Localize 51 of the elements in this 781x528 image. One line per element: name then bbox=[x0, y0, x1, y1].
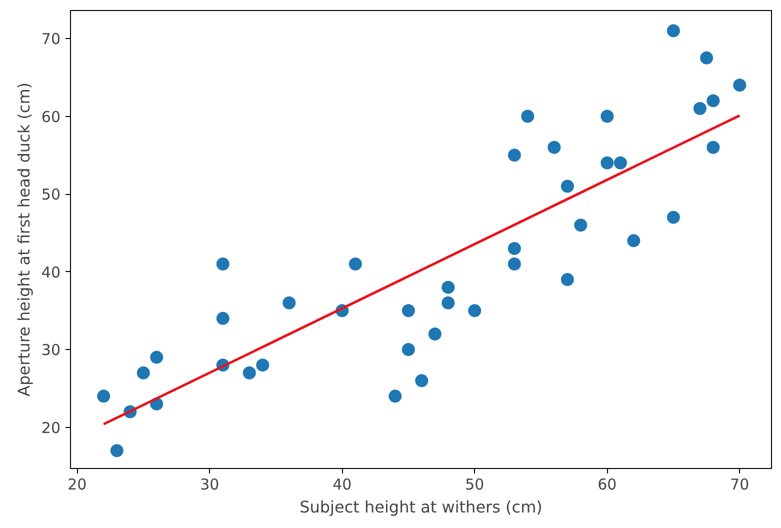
point bbox=[150, 350, 164, 364]
point bbox=[256, 358, 270, 372]
point bbox=[508, 148, 521, 162]
point bbox=[574, 218, 588, 232]
point bbox=[733, 78, 746, 92]
point bbox=[706, 140, 720, 154]
point bbox=[402, 304, 415, 318]
x-axis-title: Subject height at withers (cm) bbox=[300, 498, 542, 516]
point bbox=[627, 234, 640, 248]
point bbox=[600, 156, 614, 170]
point bbox=[216, 258, 230, 270]
y-tick-label: 60 bbox=[41, 108, 61, 126]
point bbox=[560, 180, 574, 193]
point bbox=[508, 258, 521, 270]
y-tick-label: 50 bbox=[41, 186, 61, 204]
point bbox=[508, 242, 521, 255]
point bbox=[521, 110, 534, 123]
point bbox=[110, 444, 124, 458]
point bbox=[706, 94, 720, 108]
y-tick-label: 70 bbox=[41, 30, 61, 48]
point bbox=[428, 327, 442, 340]
point bbox=[97, 390, 110, 403]
point bbox=[666, 210, 680, 224]
point bbox=[348, 258, 362, 270]
x-tick-label: 60 bbox=[598, 476, 617, 494]
point bbox=[388, 390, 402, 403]
y-axis-title: Aperture height at first head duck (cm) bbox=[14, 82, 34, 397]
x-tick-label: 20 bbox=[68, 476, 87, 494]
y-tick-label: 40 bbox=[41, 263, 61, 282]
point bbox=[402, 343, 415, 356]
point bbox=[136, 366, 150, 380]
x-tick-label: 30 bbox=[200, 476, 220, 494]
point bbox=[442, 296, 455, 310]
point bbox=[282, 296, 296, 310]
point bbox=[600, 110, 614, 123]
x-tick-label: 70 bbox=[730, 476, 750, 494]
point bbox=[548, 140, 561, 154]
point bbox=[216, 312, 230, 325]
y-tick-label: 20 bbox=[41, 418, 61, 437]
x-tick-label: 50 bbox=[465, 476, 484, 494]
point bbox=[242, 366, 256, 380]
point bbox=[468, 304, 482, 318]
point bbox=[700, 51, 714, 64]
point bbox=[614, 156, 627, 170]
point bbox=[560, 273, 574, 286]
point bbox=[693, 102, 706, 115]
point bbox=[666, 24, 680, 38]
point bbox=[442, 280, 455, 294]
x-tick-label: 40 bbox=[332, 476, 352, 494]
y-tick-label: 30 bbox=[41, 341, 61, 360]
point bbox=[415, 374, 428, 388]
